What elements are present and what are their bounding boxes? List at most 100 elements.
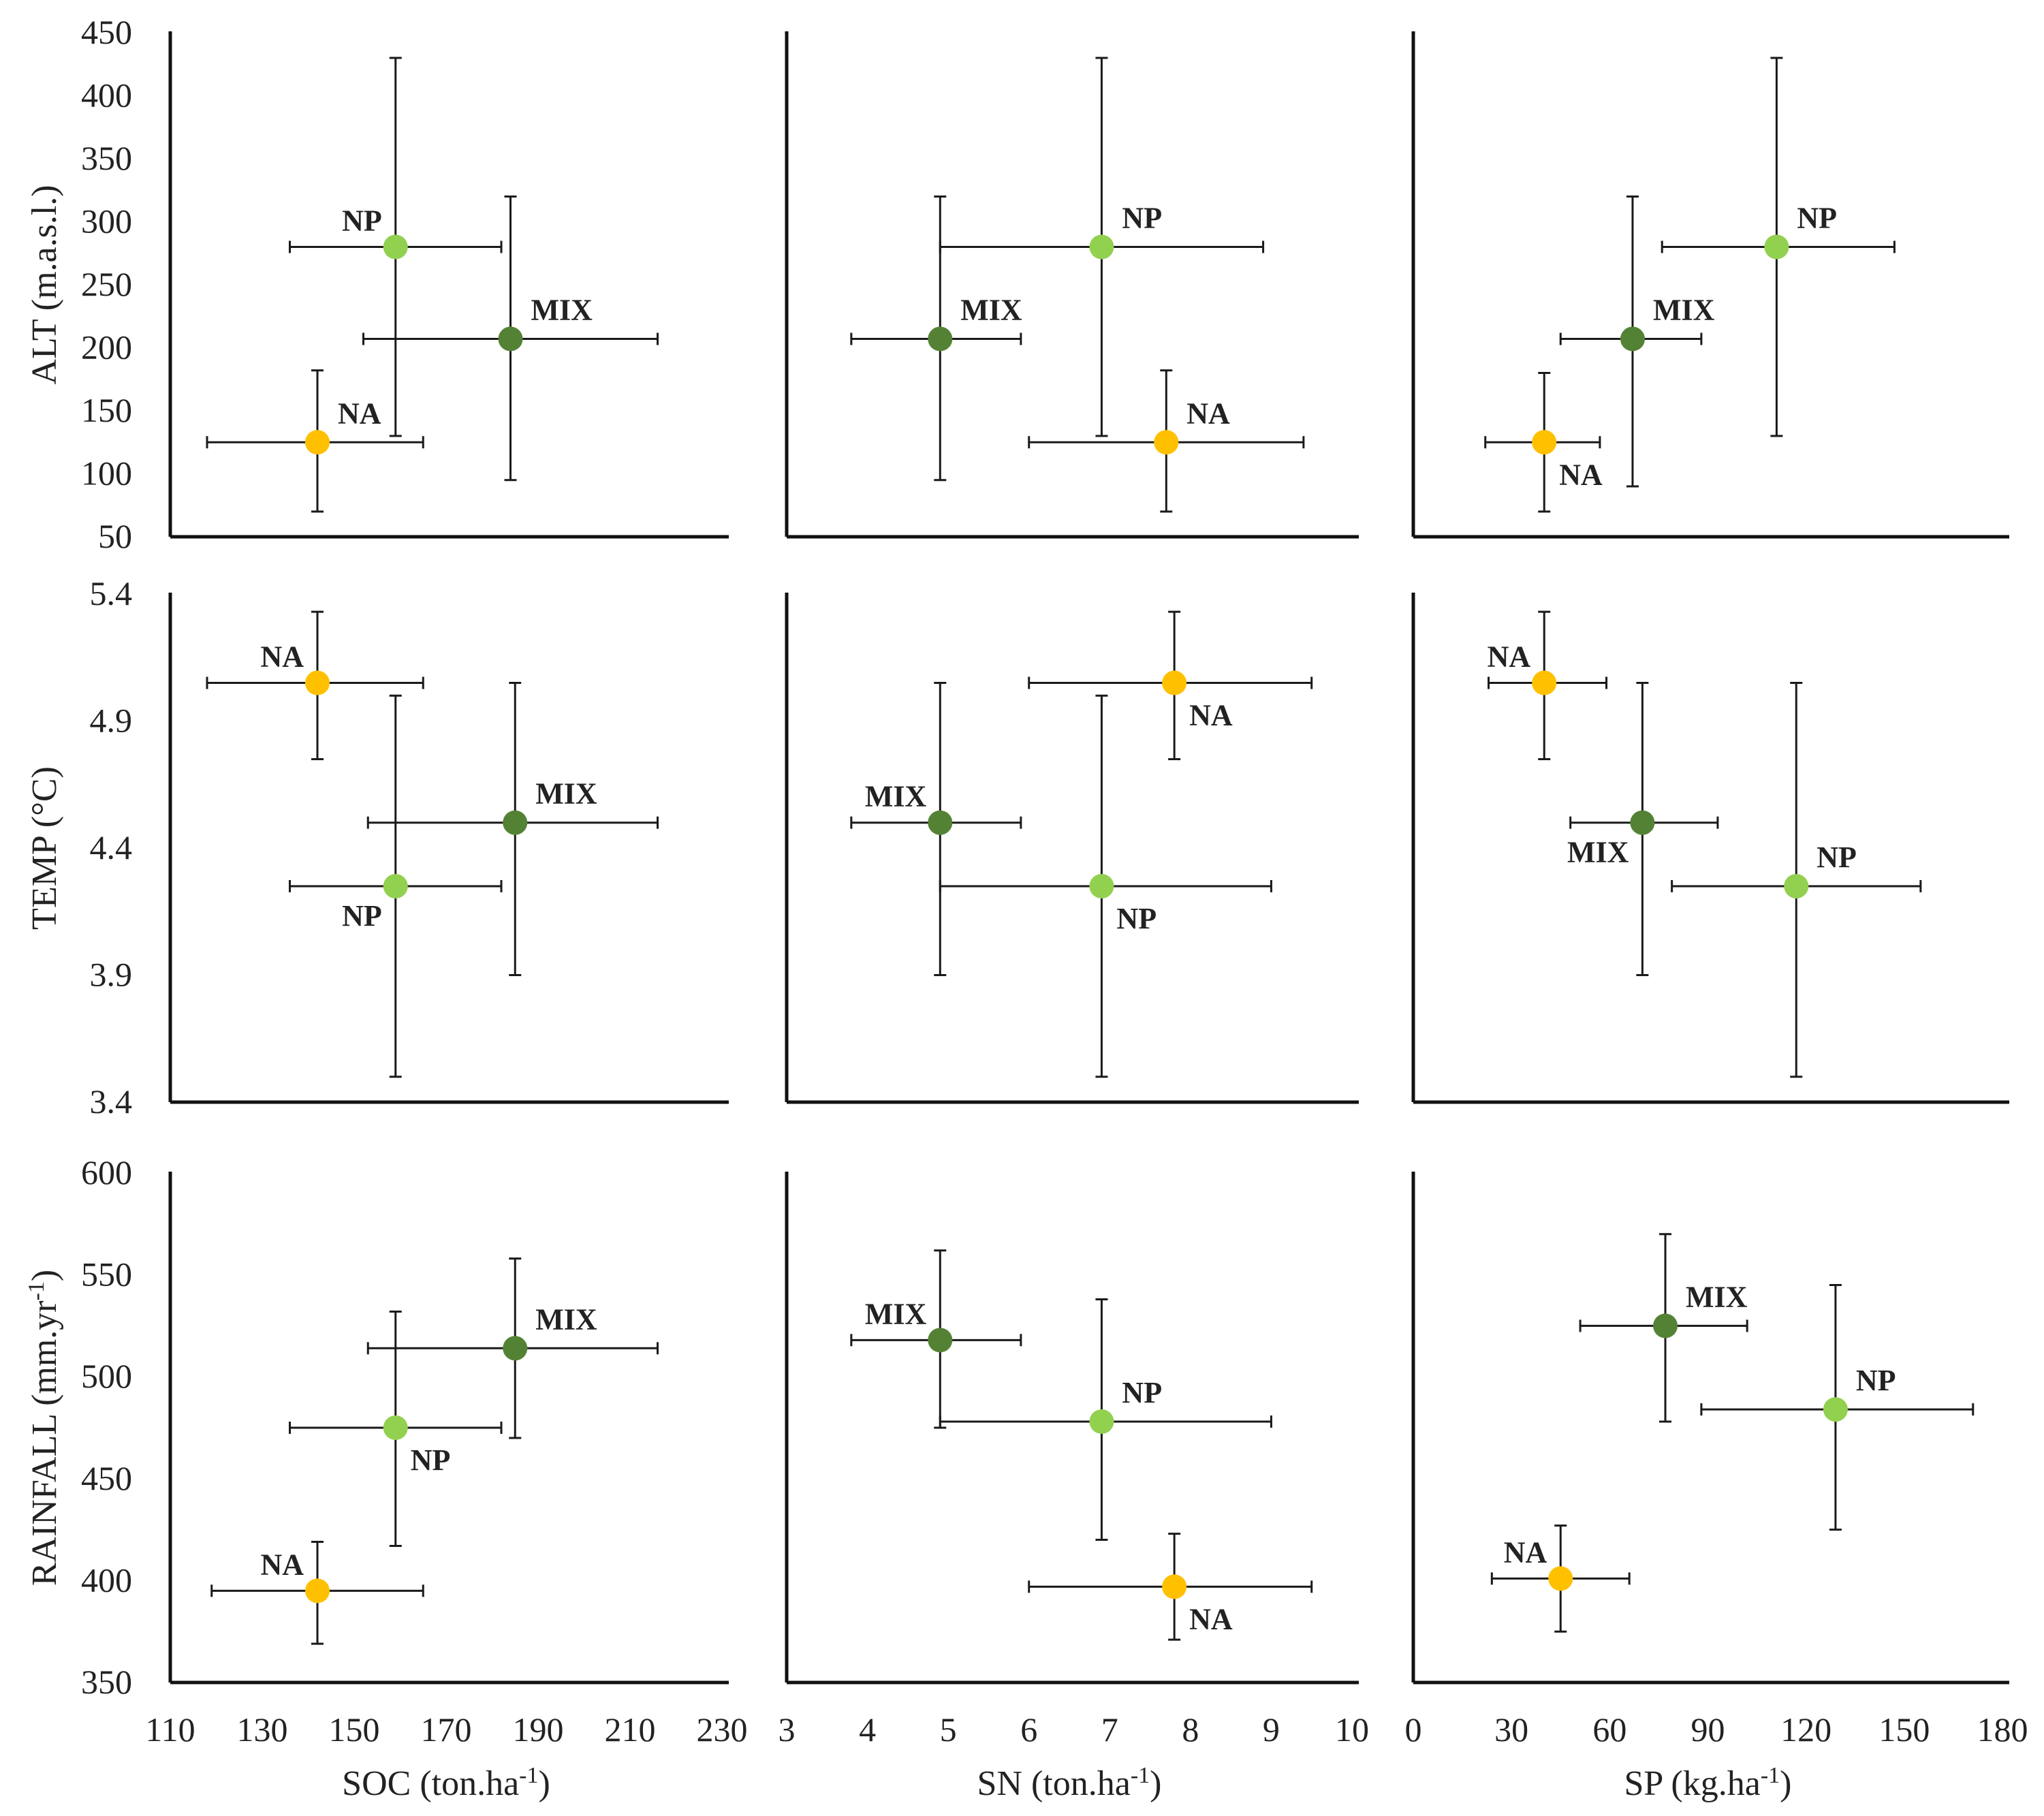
marker-na: [1162, 1574, 1187, 1599]
y-tick-label: 450: [81, 13, 132, 51]
marker-np: [1823, 1397, 1848, 1422]
marker-mix: [498, 326, 523, 351]
marker-np: [1089, 1409, 1114, 1435]
marker-np: [383, 1415, 408, 1440]
y-tick-label: 600: [81, 1153, 132, 1191]
data-point-na: NA: [1484, 372, 1603, 513]
point-label: NP: [1856, 1364, 1896, 1397]
x-tick-label: 7: [1101, 1710, 1118, 1749]
marker-mix: [503, 1336, 528, 1361]
panel-3-1: 350 400 450 500 550 600 110 130 150 170 190 210 230 R…: [24, 1153, 748, 1803]
marker-na: [305, 1578, 330, 1603]
x-tick-label: 210: [605, 1710, 656, 1749]
point-label: NP: [1122, 202, 1162, 235]
y-tick-label: 150: [81, 391, 132, 429]
point-label: NA: [1189, 1602, 1233, 1635]
data-point-np: NP: [1700, 1284, 1975, 1531]
point-label: NA: [1189, 699, 1233, 732]
panel-2-1: 3.4 3.9 4.4 4.9 5.4 TEMP (°C) NA MIX NP: [25, 574, 729, 1121]
x-tick-label: 130: [237, 1710, 288, 1749]
point-label: NA: [1559, 458, 1603, 491]
point-label: NP: [411, 1443, 451, 1477]
data-point-mix: MIX: [1579, 1233, 1748, 1423]
data-point-np: NP: [289, 694, 503, 1078]
data-point-mix: MIX: [366, 682, 659, 976]
y-tick-label: 550: [81, 1255, 132, 1294]
data-point-mix: MIX: [850, 682, 1022, 976]
point-label: NA: [1488, 640, 1531, 674]
y-tick-label: 400: [81, 76, 132, 114]
marker-na: [305, 670, 330, 695]
panel-2-3: NA MIX NP: [1411, 593, 2009, 1104]
marker-mix: [1630, 810, 1655, 835]
y-axis-title: ALT (m.a.s.l.): [25, 185, 64, 384]
marker-np: [1089, 234, 1114, 260]
marker-mix: [928, 1328, 953, 1353]
data-point-na: NA: [210, 1541, 424, 1645]
marker-na: [1548, 1566, 1573, 1591]
data-point-np: NP: [1661, 57, 1896, 437]
point-label: MIX: [1567, 836, 1629, 869]
x-tick-label: 5: [940, 1710, 957, 1749]
data-point-np: NP: [939, 1298, 1272, 1541]
x-tick-label: 6: [1020, 1710, 1037, 1749]
x-tick-label: 150: [1878, 1710, 1930, 1749]
y-tick-label: 100: [81, 454, 132, 492]
y-tick-label: 4.9: [90, 702, 133, 740]
marker-mix: [1620, 326, 1645, 351]
point-label: NP: [1817, 841, 1857, 874]
marker-mix: [1653, 1313, 1678, 1338]
marker-na: [1532, 430, 1557, 455]
y-axis-title: RAINFALL (mm.yr-1): [24, 1270, 65, 1586]
y-tick-label: 350: [81, 139, 132, 177]
point-label: NP: [1116, 902, 1157, 935]
data-point-mix: MIX: [1559, 195, 1715, 488]
point-label: NP: [342, 899, 382, 933]
data-point-na: NA: [1488, 610, 1608, 760]
point-label: MIX: [1686, 1280, 1748, 1313]
point-label: MIX: [960, 294, 1022, 327]
y-tick-label: 300: [81, 202, 132, 240]
marker-np: [1784, 873, 1809, 898]
x-tick-label: 10: [1335, 1710, 1369, 1749]
x-tick-label: 170: [421, 1710, 472, 1749]
panel-2-2: NA MIX NP: [785, 593, 1359, 1104]
point-label: MIX: [535, 1302, 597, 1336]
panel-1-3: NP MIX NA: [1411, 31, 2009, 539]
point-label: NA: [1186, 396, 1230, 430]
marker-mix: [503, 810, 528, 835]
y-tick-label: 4.4: [90, 828, 133, 866]
point-label: NA: [260, 1548, 304, 1581]
data-point-mix: MIX: [1567, 682, 1719, 976]
y-tick-label: 5.4: [90, 574, 133, 612]
y-tick-label: 250: [81, 265, 132, 303]
y-tick-label: 500: [81, 1357, 132, 1395]
data-point-np: NP: [939, 694, 1272, 1078]
point-label: NA: [260, 640, 304, 674]
marker-na: [1162, 670, 1187, 695]
y-tick-label: 450: [81, 1459, 132, 1497]
data-point-mix: MIX: [850, 195, 1022, 482]
x-tick-label: 90: [1691, 1710, 1725, 1749]
point-label: MIX: [531, 294, 593, 327]
data-point-na: NA: [1028, 1533, 1313, 1641]
y-tick-label: 400: [81, 1561, 132, 1599]
y-axis-title: TEMP (°C): [25, 766, 64, 930]
x-axis-title: SOC (ton.ha-1): [342, 1763, 550, 1804]
data-point-na: NA: [206, 369, 424, 513]
marker-np: [1764, 234, 1789, 260]
x-axis-title: SP (kg.ha-1): [1624, 1763, 1792, 1804]
point-label: NP: [1797, 202, 1837, 235]
x-tick-label: 8: [1182, 1710, 1199, 1749]
data-point-mix: MIX: [366, 1257, 659, 1439]
data-point-np: NP: [939, 57, 1265, 437]
x-tick-label: 190: [513, 1710, 564, 1749]
x-tick-label: 120: [1780, 1710, 1831, 1749]
marker-np: [383, 234, 408, 260]
x-tick-label: 180: [1977, 1710, 2028, 1749]
x-tick-label: 30: [1494, 1710, 1528, 1749]
marker-np: [1089, 873, 1114, 898]
panel-3-2: 3 4 5 6 7 8 9 10 SN (ton.ha-1) MIX NP NA: [779, 1172, 1369, 1803]
data-point-na: NA: [206, 610, 424, 760]
